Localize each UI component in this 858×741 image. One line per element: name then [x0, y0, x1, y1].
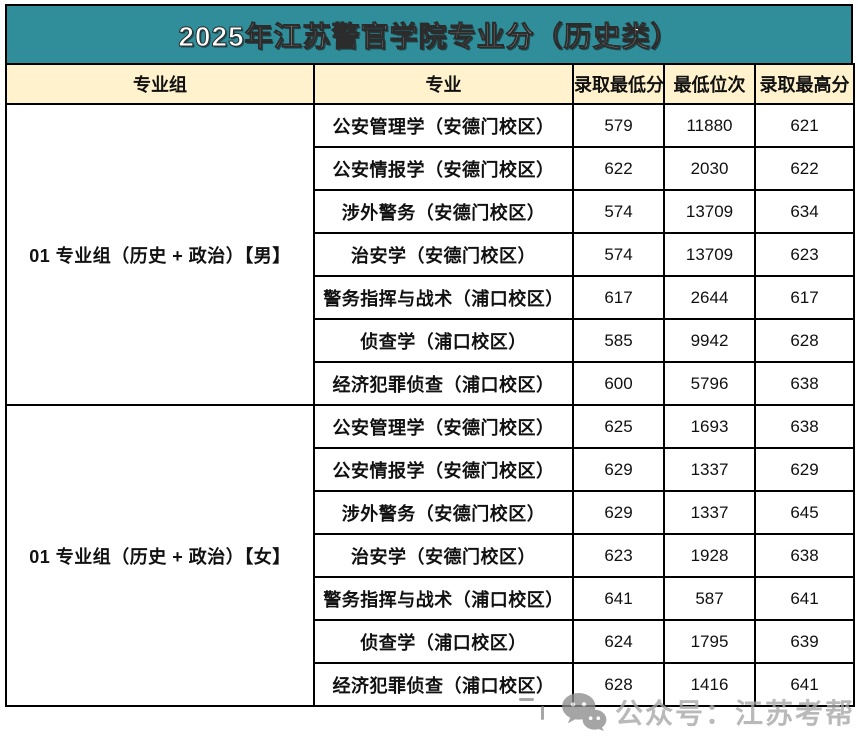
major-cell: 治安学（安德门校区） — [313, 232, 574, 277]
min-score-cell: 628 — [572, 662, 665, 707]
major-cell: 侦查学（浦口校区） — [313, 318, 574, 363]
table-row: 涉外警务（安德门校区） 574 13709 634 — [6, 189, 855, 234]
min-score-cell: 641 — [572, 576, 665, 621]
group-cell-male: 01 专业组（历史 + 政治）【男】 — [5, 103, 315, 406]
col-header-group: 专业组 — [5, 63, 315, 105]
max-score-cell: 634 — [754, 189, 855, 234]
min-rank-cell: 13709 — [663, 189, 756, 234]
min-rank-cell: 13709 — [663, 232, 756, 277]
table-row: 涉外警务（安德门校区） 629 1337 645 — [6, 490, 855, 535]
max-score-cell: 623 — [754, 232, 855, 277]
major-cell: 公安管理学（安德门校区） — [313, 404, 574, 449]
min-score-cell: 623 — [572, 533, 665, 578]
min-rank-cell: 1416 — [663, 662, 756, 707]
min-score-cell: 622 — [572, 146, 665, 191]
min-score-cell: 574 — [572, 189, 665, 234]
min-rank-cell: 5796 — [663, 361, 756, 406]
col-header-max-score: 录取最高分 — [754, 63, 855, 105]
major-cell: 警务指挥与战术（浦口校区） — [313, 275, 574, 320]
max-score-cell: 641 — [754, 662, 855, 707]
major-cell: 公安情报学（安德门校区） — [313, 146, 574, 191]
table-row: 01 专业组（历史 + 政治）【女】 公安管理学（安德门校区） 625 1693… — [5, 404, 855, 707]
table-row: 公安情报学（安德门校区） 629 1337 629 — [6, 447, 855, 492]
min-score-cell: 579 — [572, 103, 665, 148]
max-score-cell: 638 — [754, 404, 855, 449]
table-row: 警务指挥与战术（浦口校区） 641 587 641 — [6, 576, 855, 621]
table-row: 01 专业组（历史 + 政治）【男】 公安管理学（安德门校区） 579 1188… — [5, 103, 855, 406]
major-cell: 公安情报学（安德门校区） — [313, 447, 574, 492]
min-score-cell: 600 — [572, 361, 665, 406]
table-row: 警务指挥与战术（浦口校区） 617 2644 617 — [6, 275, 855, 320]
min-score-cell: 629 — [572, 490, 665, 535]
table-row: 治安学（安德门校区） 623 1928 638 — [6, 533, 855, 578]
min-rank-cell: 1693 — [663, 404, 756, 449]
min-rank-cell: 9942 — [663, 318, 756, 363]
table-row: 治安学（安德门校区） 574 13709 623 — [6, 232, 855, 277]
min-rank-cell: 1795 — [663, 619, 756, 664]
max-score-cell: 622 — [754, 146, 855, 191]
max-score-cell: 628 — [754, 318, 855, 363]
min-rank-cell: 2644 — [663, 275, 756, 320]
min-score-cell: 625 — [572, 404, 665, 449]
table-row: 经济犯罪侦查（浦口校区） 600 5796 638 — [6, 361, 855, 406]
header-row: 专业组 专业 录取最低分 最低位次 录取最高分 — [5, 63, 855, 105]
table-row: 侦查学（浦口校区） 624 1795 639 — [6, 619, 855, 664]
max-score-cell: 629 — [754, 447, 855, 492]
min-score-cell: 617 — [572, 275, 665, 320]
group-cell-female: 01 专业组（历史 + 政治）【女】 — [5, 404, 315, 707]
major-cell: 公安管理学（安德门校区） — [313, 103, 574, 148]
max-score-cell: 641 — [754, 576, 855, 621]
min-score-cell: 629 — [572, 447, 665, 492]
max-score-cell: 645 — [754, 490, 855, 535]
min-rank-cell: 2030 — [663, 146, 756, 191]
max-score-cell: 621 — [754, 103, 855, 148]
major-cell: 侦查学（浦口校区） — [313, 619, 574, 664]
max-score-cell: 639 — [754, 619, 855, 664]
major-cell: 经济犯罪侦查（浦口校区） — [313, 662, 574, 707]
min-rank-cell: 1928 — [663, 533, 756, 578]
title-bar: 2025年江苏警官学院专业分（历史类） — [5, 4, 853, 65]
table-row: 侦查学（浦口校区） 585 9942 628 — [6, 318, 855, 363]
min-rank-cell: 1337 — [663, 447, 756, 492]
max-score-cell: 638 — [754, 361, 855, 406]
max-score-cell: 638 — [754, 533, 855, 578]
min-score-cell: 574 — [572, 232, 665, 277]
min-score-cell: 624 — [572, 619, 665, 664]
min-rank-cell: 1337 — [663, 490, 756, 535]
scores-table: 专业组 专业 录取最低分 最低位次 录取最高分 01 专业组（历史 + 政治）【… — [5, 63, 855, 707]
col-header-min-rank: 最低位次 — [663, 63, 756, 105]
table-row: 公安情报学（安德门校区） 622 2030 622 — [6, 146, 855, 191]
major-cell: 涉外警务（安德门校区） — [313, 189, 574, 234]
max-score-cell: 617 — [754, 275, 855, 320]
min-rank-cell: 11880 — [663, 103, 756, 148]
major-cell: 涉外警务（安德门校区） — [313, 490, 574, 535]
col-header-major: 专业 — [313, 63, 574, 105]
col-header-min-score: 录取最低分 — [572, 63, 665, 105]
major-cell: 治安学（安德门校区） — [313, 533, 574, 578]
major-cell: 经济犯罪侦查（浦口校区） — [313, 361, 574, 406]
major-cell: 警务指挥与战术（浦口校区） — [313, 576, 574, 621]
page-title: 2025年江苏警官学院专业分（历史类） — [178, 20, 680, 52]
min-score-cell: 585 — [572, 318, 665, 363]
min-rank-cell: 587 — [663, 576, 756, 621]
